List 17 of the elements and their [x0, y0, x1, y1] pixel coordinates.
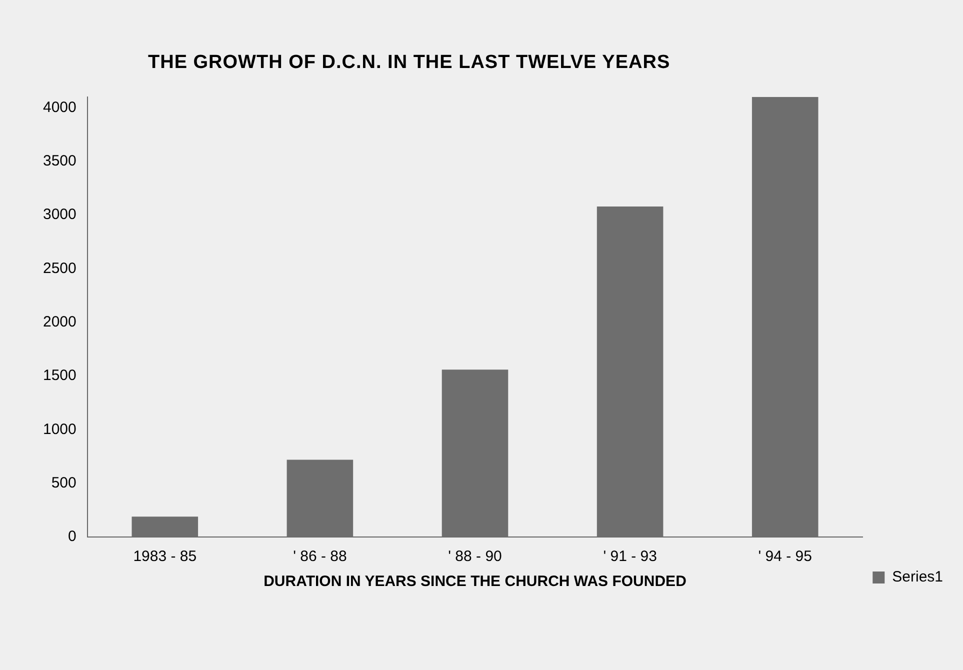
- x-tick-label: ' 91 - 93: [603, 548, 657, 566]
- y-tick-label: 3000: [42, 206, 76, 224]
- y-tick-label: 4000: [42, 98, 76, 116]
- y-tick-label: 2500: [42, 260, 76, 277]
- legend-label: Series1: [892, 568, 943, 586]
- y-tick-label: 3500: [42, 152, 76, 170]
- y-tick-label: 2000: [42, 314, 76, 331]
- y-tick-label: 1500: [42, 367, 76, 384]
- x-axis-title: DURATION IN YEARS SINCE THE CHURCH WAS FOUNDED: [264, 573, 687, 590]
- y-tick-label: 0: [68, 528, 76, 546]
- chart-title: THE GROWTH OF D.C.N. IN THE LAST TWELVE YEARS: [147, 52, 672, 74]
- x-tick-label: 1983 - 85: [133, 548, 197, 566]
- y-tick-label: 500: [51, 474, 76, 492]
- x-tick-label: ' 94 - 95: [758, 548, 812, 566]
- x-tick-label: ' 86 - 88: [293, 548, 347, 566]
- x-tick-label: ' 88 - 90: [448, 548, 502, 566]
- y-tick-label: 1000: [42, 420, 76, 438]
